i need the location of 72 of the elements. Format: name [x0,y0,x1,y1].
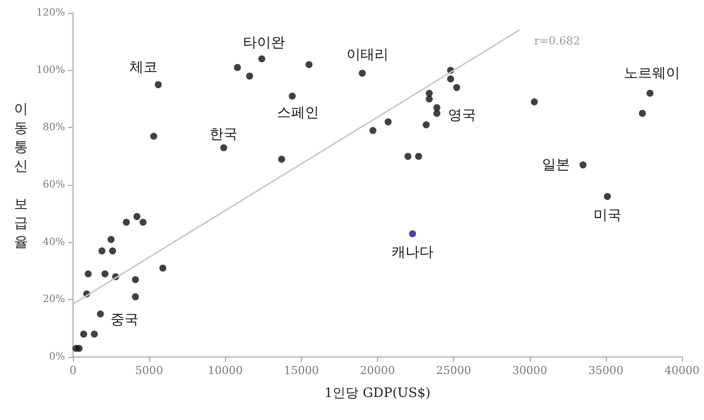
point [150,132,158,140]
annotation: 체코 [129,60,158,76]
annotation: 한국 [210,126,238,143]
point [453,84,460,92]
point [305,61,312,68]
point [278,156,286,163]
point [433,110,440,117]
point [84,270,92,278]
point [530,98,538,106]
point [638,110,646,117]
point [426,90,433,97]
point [447,75,454,82]
annotation: 타이완 [242,34,285,51]
y-tick-label: 20% [42,294,65,306]
point [409,230,416,238]
point [108,236,115,243]
x-tick-label: 5000 [135,364,164,377]
point [415,152,422,160]
annotation: 캐나다 [392,244,434,261]
point [159,264,166,272]
x-tick-label: 15000 [284,364,319,377]
point [132,293,139,300]
point [580,161,587,168]
x-tick-label: 20000 [360,364,395,377]
point [288,92,296,100]
x-tick-label: 40000 [664,364,700,377]
y-tick-label: 0% [49,352,65,362]
point [258,55,266,62]
x-axis-title: 1인당 GDP(US$) [324,386,431,401]
annotation: 미국 [593,207,622,224]
x-tick-label: 35000 [588,364,624,377]
point [109,247,116,254]
annotation: r=0.682 [534,34,580,48]
annotation: 영국 [448,107,476,124]
annotation: 일본 [542,156,570,173]
point [358,70,366,77]
point [133,213,140,220]
point [101,270,108,278]
point [90,330,98,338]
point [404,152,412,160]
point [234,64,241,71]
annotation: 노르웨이 [624,65,680,82]
point [80,330,88,338]
x-tick-label: 10000 [208,364,243,377]
point [140,218,147,226]
point [122,218,130,226]
point [369,127,376,134]
point [154,81,162,88]
x-tick-label: 25000 [436,364,472,377]
annotation: 중국 [110,312,138,328]
point [98,247,106,254]
point [604,192,611,200]
point [426,96,433,102]
x-tick-label: 30000 [512,364,548,377]
y-tick-label: 80% [42,122,65,134]
point [76,344,83,352]
point [96,310,104,318]
y-tick-label: 100% [36,64,65,76]
point [246,72,254,80]
text: 이동통신 보급율 [14,102,28,250]
y-tick-label: 40% [42,236,65,248]
point [384,118,392,126]
annotation: 스페인 [277,105,320,122]
point [433,104,440,112]
annotation: 이태리 [346,47,388,64]
y-tick-label: 120% [36,8,65,18]
y-tick-label: 60% [42,180,65,190]
point [132,276,139,284]
point [646,90,654,97]
x-tick-label: 0 [70,364,76,377]
point [422,121,430,128]
point [220,144,228,152]
